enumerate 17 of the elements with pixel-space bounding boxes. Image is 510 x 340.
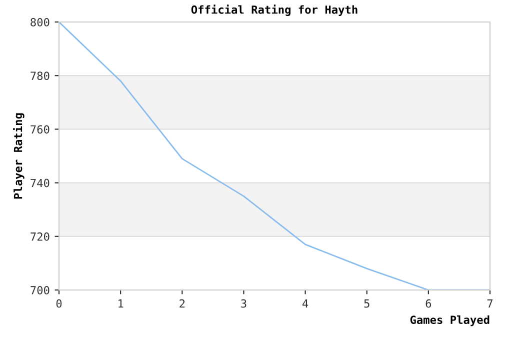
y-tick-label: 740 [30,178,50,188]
y-tick-label: 720 [30,232,50,241]
x-tick-label: 7 [487,299,493,308]
y-tick-label: 760 [30,125,50,134]
x-tick-label: 0 [56,299,62,308]
y-tick-label: 700 [30,286,50,294]
x-tick-label: 3 [241,299,246,308]
y-axis-title: Player Rating [13,113,24,199]
chart-title: Official Rating for Hayth [191,4,358,16]
x-tick-label: 4 [302,299,308,308]
x-tick-label: 5 [364,299,370,308]
x-tick-label: 2 [180,299,185,308]
x-tick-label: 6 [426,299,432,308]
x-axis-title: Games Played [410,315,490,326]
x-tick-label: 1 [118,299,124,308]
y-tick-label: 780 [30,72,50,80]
y-tick-label: 800 [30,18,50,26]
